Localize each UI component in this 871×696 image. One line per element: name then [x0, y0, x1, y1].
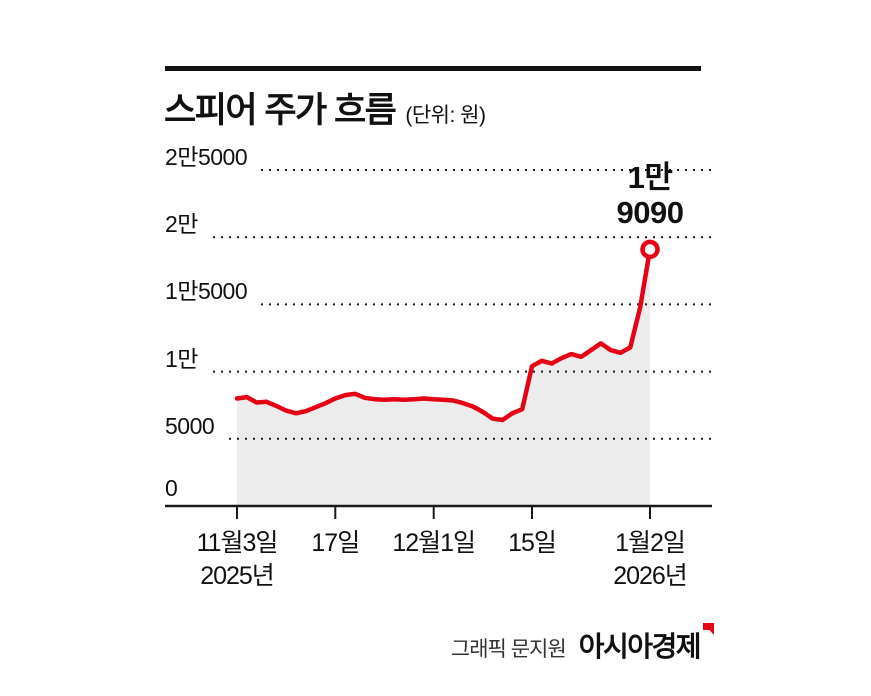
area-fill [237, 249, 650, 506]
unit-label: (단위: 원) [405, 104, 486, 127]
y-axis-tick-label: 2만 [165, 211, 207, 241]
y-axis-tick-label: 1만5000 [165, 278, 257, 308]
x-axis-tick-label: 11월3일 [196, 529, 279, 557]
price-line [234, 247, 653, 423]
y-axis-tick-label: 1만 [165, 345, 207, 375]
header: 스피어 주가 흐름 (단위: 원) [164, 82, 486, 133]
brand-logo-text: 아시아경제 [579, 623, 714, 665]
page-title: 스피어 주가 흐름 [164, 91, 397, 130]
top-rule-divider [165, 66, 701, 71]
y-axis-tick-label: 0 [165, 475, 178, 501]
last-price-annotation: 1만 9090 [617, 160, 684, 230]
last-price-line2: 9090 [616, 195, 684, 230]
footer: 그래픽 문지원 아시아경제 [0, 623, 714, 665]
y-axis-tick-label: 5000 [165, 412, 224, 442]
x-axis-year-label: 2026년 [613, 562, 688, 590]
x-axis-tick-label: 12월1일 [392, 529, 476, 557]
last-price-line1: 1만 [627, 160, 673, 195]
y-axis-tick-label: 2만5000 [165, 144, 257, 173]
x-axis-tick-label: 17일 [311, 529, 360, 557]
x-axis-year-label: 2025년 [200, 562, 275, 590]
x-axis-tick-label: 1월2일 [615, 529, 686, 557]
x-axis-tick-label: 15일 [508, 529, 557, 557]
credit-text: 그래픽 문지원 [450, 638, 567, 661]
brand-logo-mark-icon [703, 623, 714, 635]
end-point-marker [640, 239, 660, 260]
